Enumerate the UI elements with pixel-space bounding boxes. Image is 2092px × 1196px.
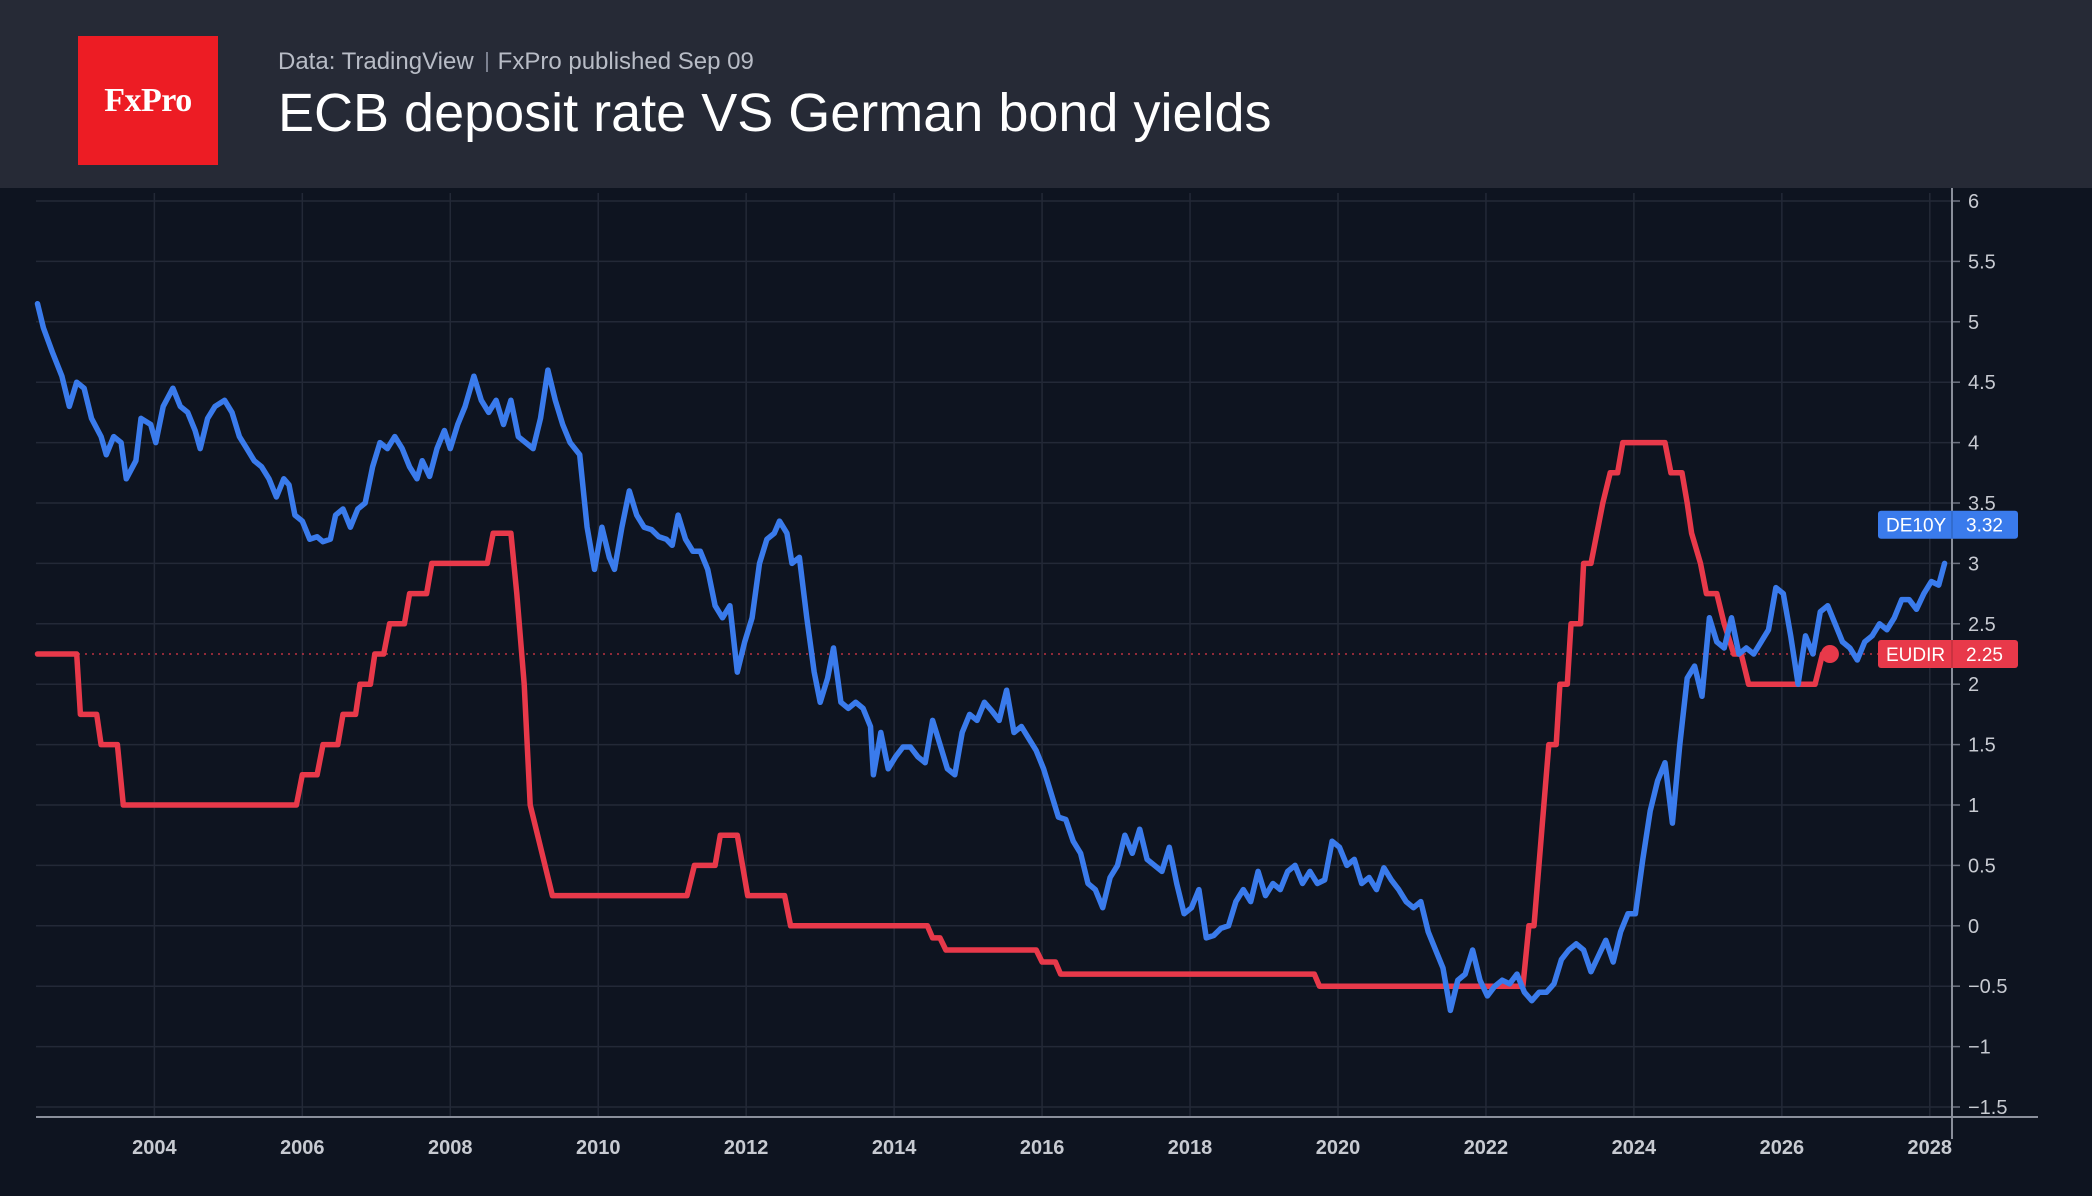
badge-eudir: EUDIR 2.25 [1878,640,2018,668]
y-tick-label: 5 [1968,312,1979,334]
badge-last-value: 2.25 [1966,645,2003,666]
x-tick-label: 2018 [1168,1137,1213,1159]
y-tick-label: 2 [1968,674,1979,696]
axes: 6 5.5 5 4.5 4 3.5 3 2.5 2 1.5 1 0.5 0 −0.5 −1 −1.5 2004 2… [36,188,2038,1159]
badge-series-name: EUDIR [1886,645,1945,666]
series-line-de10y [34,300,1948,1014]
x-tick-label: 2022 [1464,1137,1509,1159]
x-tick-label: 2016 [1020,1137,1065,1159]
y-tick-label: 3.5 [1968,493,1996,515]
eudir-last-point [1820,645,1839,663]
x-tick-label: 2026 [1760,1137,1805,1159]
x-tick-label: 2012 [724,1137,769,1159]
page-title: ECB deposit rate VS German bond yields [278,83,1272,143]
y-tick-label: 0 [1968,916,1979,938]
source-line: Data: TradingView FxPro published Sep 09 [278,48,754,76]
separator [485,52,488,72]
series-line-eudir [34,439,1833,989]
badge-de10y: DE10Y 3.32 [1878,510,2018,539]
chart: 6 5.5 5 4.5 4 3.5 3 2.5 2 1.5 1 0.5 0 −0.5 −1 −1.5 2004 2… [34,188,2038,1159]
fxpro-logo: FxPro [78,36,218,165]
x-tick-label: 2014 [872,1137,917,1159]
x-tick-label: 2020 [1316,1137,1361,1159]
x-tick-label: 2028 [1908,1137,1953,1159]
y-tick-label: 4 [1968,433,1979,455]
badge-last-value: 3.32 [1966,516,2003,537]
badge-background [1878,510,2018,539]
x-tick-label: 2024 [1612,1137,1657,1159]
x-tick-label: 2008 [428,1137,473,1159]
badge-background [1878,640,2018,668]
x-tick-label: 2006 [280,1137,325,1159]
badge-series-name: DE10Y [1886,516,1947,537]
y-tick-label: 2.5 [1968,614,1996,636]
logo-text: FxPro [104,81,192,119]
y-tick-label: 6 [1968,191,1979,213]
y-tick-label: 3 [1968,553,1979,575]
y-tick-label: 5.5 [1968,251,1996,273]
series [34,300,1952,1014]
y-tick-label: 1 [1968,795,1979,817]
y-tick-label: −1 [1968,1037,1991,1059]
data-source: Data: TradingView [278,48,474,75]
chart-header: FxPro Data: TradingView FxPro published S… [0,0,2092,188]
published-date: FxPro published Sep 09 [497,48,754,75]
last-value-badges: DE10Y 3.32 EUDIR 2.25 [1878,510,2018,668]
x-tick-label: 2010 [576,1137,621,1159]
y-tick-label: 0.5 [1968,855,1996,877]
y-tick-label: −0.5 [1968,976,2007,998]
grid [36,193,1952,1117]
y-tick-label: −1.5 [1968,1097,2007,1119]
y-tick-label: 4.5 [1968,372,1996,394]
y-tick-label: 1.5 [1968,735,1996,757]
x-tick-label: 2004 [132,1137,177,1159]
